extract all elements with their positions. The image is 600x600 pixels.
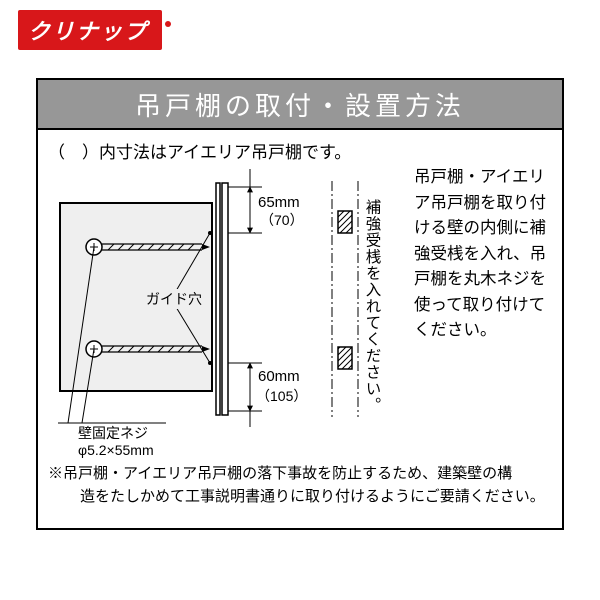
panel-title: 吊戸棚の取付・設置方法: [38, 80, 562, 130]
dim-top-primary: 65mm: [258, 194, 300, 211]
wall-screw-title: 壁固定ネジ: [78, 425, 148, 441]
diagram-area: ガイド穴 壁固定ネジ φ5.2×55mm 65mm （70） 60mm （105…: [38, 163, 562, 463]
guide-hole-label: ガイド穴: [146, 291, 202, 307]
dim-bottom-paren: （105）: [256, 388, 307, 404]
warning-line2: 造をたしかめて工事説明書通りに取り付けるようにご要請ください。: [48, 486, 552, 509]
panel-subtitle: （ ）内寸法はアイエリア吊戸棚です。: [38, 130, 562, 163]
dim-top-paren: （70）: [260, 212, 304, 228]
stud-bottom: [338, 347, 352, 369]
reinforcement-vertical-text: 補強受桟を入れてください。: [364, 199, 382, 414]
warning-prefix: ※: [48, 465, 63, 482]
stud-top: [338, 211, 352, 233]
wall-panel-left: [216, 183, 220, 415]
instruction-text: 吊戸棚・アイエリア吊戸棚を取り付ける壁の内側に補強受桟を入れ、吊戸棚を丸木ネジを…: [414, 165, 552, 344]
dim-bottom-primary: 60mm: [258, 368, 300, 385]
wall-screw-spec: φ5.2×55mm: [78, 442, 154, 458]
svg-text:補強受桟を入れてください。: 補強受桟を入れてください。: [364, 199, 382, 414]
brand-logo-dot: [165, 21, 171, 27]
warning-text: ※吊戸棚・アイエリア吊戸棚の落下事故を防止するため、建築壁の構 造をたしかめて工…: [38, 463, 562, 514]
brand-logo: クリナップ: [18, 10, 188, 50]
warning-line1: 吊戸棚・アイエリア吊戸棚の落下事故を防止するため、建築壁の構: [63, 465, 512, 482]
brand-logo-text: クリナップ: [18, 10, 162, 50]
wall-panel-right: [222, 183, 228, 415]
instruction-panel: 吊戸棚の取付・設置方法 （ ）内寸法はアイエリア吊戸棚です。: [36, 78, 564, 530]
installation-diagram: ガイド穴 壁固定ネジ φ5.2×55mm 65mm （70） 60mm （105…: [38, 163, 418, 463]
